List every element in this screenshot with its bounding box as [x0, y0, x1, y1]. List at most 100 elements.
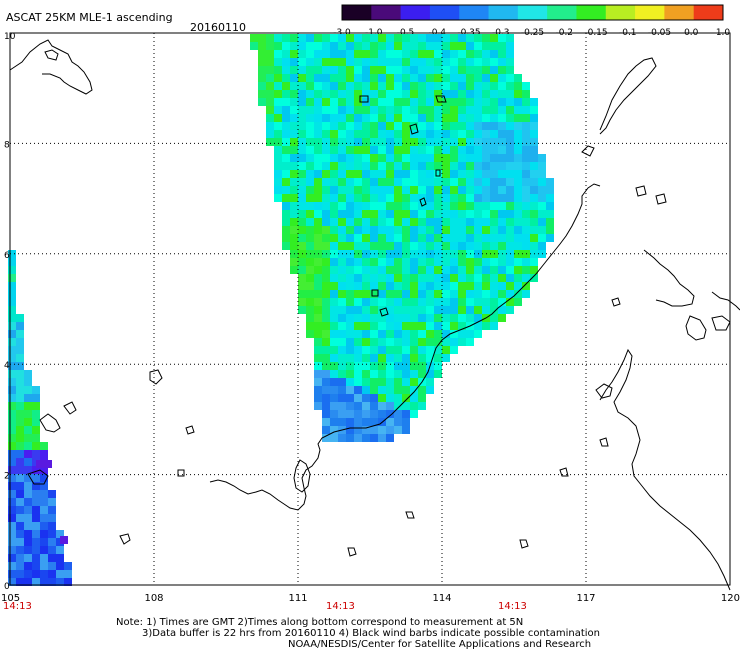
swath-cell — [426, 58, 434, 66]
swath-cell — [40, 562, 48, 570]
swath-cell — [290, 154, 298, 162]
swath-cell — [290, 58, 298, 66]
swath-cell — [450, 114, 458, 122]
swath-cell — [314, 58, 322, 66]
swath-cell — [290, 162, 298, 170]
swath-cell — [506, 210, 514, 218]
swath-cell — [466, 114, 474, 122]
swath-cell — [418, 266, 426, 274]
swath-cell — [330, 298, 338, 306]
swath-cell — [402, 226, 410, 234]
swath-cell — [402, 338, 410, 346]
swath-cell — [442, 322, 450, 330]
swath-cell — [450, 226, 458, 234]
swath-cell — [298, 34, 306, 42]
swath-cell — [434, 130, 442, 138]
swath-cell — [322, 106, 330, 114]
swath-cell — [386, 346, 394, 354]
swath-cell — [306, 282, 314, 290]
swath-cell — [466, 42, 474, 50]
swath-cell — [434, 170, 442, 178]
swath-cell — [506, 138, 514, 146]
swath-cell — [514, 258, 522, 266]
swath-cell — [378, 362, 386, 370]
swath-cell — [250, 34, 258, 42]
swath-cell — [394, 298, 402, 306]
time-label-2: 14:13 — [326, 601, 355, 612]
swath-cell — [394, 330, 402, 338]
swath-cell — [346, 210, 354, 218]
swath-cell — [32, 578, 40, 586]
swath-cell — [24, 434, 32, 442]
swath-cell — [8, 530, 16, 538]
swath-cell — [458, 146, 466, 154]
swath-cell — [330, 122, 338, 130]
swath-cell — [330, 274, 338, 282]
swath-cell — [274, 114, 282, 122]
swath-cell — [370, 338, 378, 346]
swath-cell — [466, 98, 474, 106]
swath-cell — [474, 90, 482, 98]
swath-cell — [48, 562, 56, 570]
swath-cell — [354, 354, 362, 362]
swath-cell — [418, 194, 426, 202]
x-tick-label: 120 — [721, 593, 740, 604]
swath-cell — [322, 42, 330, 50]
swath-cell — [290, 90, 298, 98]
swath-cell — [40, 474, 48, 482]
swath-cell — [362, 50, 370, 58]
swath-cell — [370, 170, 378, 178]
swath-cell — [386, 282, 394, 290]
swath-cell — [306, 82, 314, 90]
swath-cell — [370, 306, 378, 314]
swath-cell — [530, 218, 538, 226]
swath-cell — [434, 362, 442, 370]
swath-cell — [458, 242, 466, 250]
swath-cell — [442, 42, 450, 50]
swath-cell — [426, 242, 434, 250]
swath-cell — [32, 538, 40, 546]
swath-cell — [498, 226, 506, 234]
swath-cell — [410, 338, 418, 346]
swath-cell — [282, 66, 290, 74]
swath-cell — [314, 194, 322, 202]
swath-cell — [378, 386, 386, 394]
swath-cell — [426, 50, 434, 58]
swath-cell — [402, 186, 410, 194]
swath-cell — [32, 530, 40, 538]
swath-cell — [522, 218, 530, 226]
swath-cell — [434, 50, 442, 58]
swath-cell — [474, 186, 482, 194]
swath-cell — [498, 170, 506, 178]
swath-cell — [450, 34, 458, 42]
swath-cell — [338, 362, 346, 370]
swath-cell — [282, 154, 290, 162]
swath-cell — [354, 378, 362, 386]
swath-cell — [530, 258, 538, 266]
swath-cell — [322, 354, 330, 362]
swath-cell — [386, 74, 394, 82]
swath-cell — [354, 362, 362, 370]
swath-cell — [322, 370, 330, 378]
swath-cell — [402, 98, 410, 106]
swath-cell — [338, 98, 346, 106]
swath-cell — [410, 138, 418, 146]
swath-cell — [458, 58, 466, 66]
swath-cell — [290, 82, 298, 90]
swath-cell — [434, 162, 442, 170]
swath-cell — [394, 314, 402, 322]
swath-cell — [394, 338, 402, 346]
swath-cell — [450, 282, 458, 290]
swath-cell — [498, 98, 506, 106]
swath-cell — [306, 90, 314, 98]
swath-cell — [410, 98, 418, 106]
swath-cell — [506, 154, 514, 162]
swath-cell — [418, 346, 426, 354]
swath-cell — [378, 106, 386, 114]
swath-cell — [330, 146, 338, 154]
swath-cell — [322, 338, 330, 346]
swath-cell — [490, 290, 498, 298]
swath-cell — [426, 298, 434, 306]
swath-cell — [418, 114, 426, 122]
swath-cell — [322, 242, 330, 250]
